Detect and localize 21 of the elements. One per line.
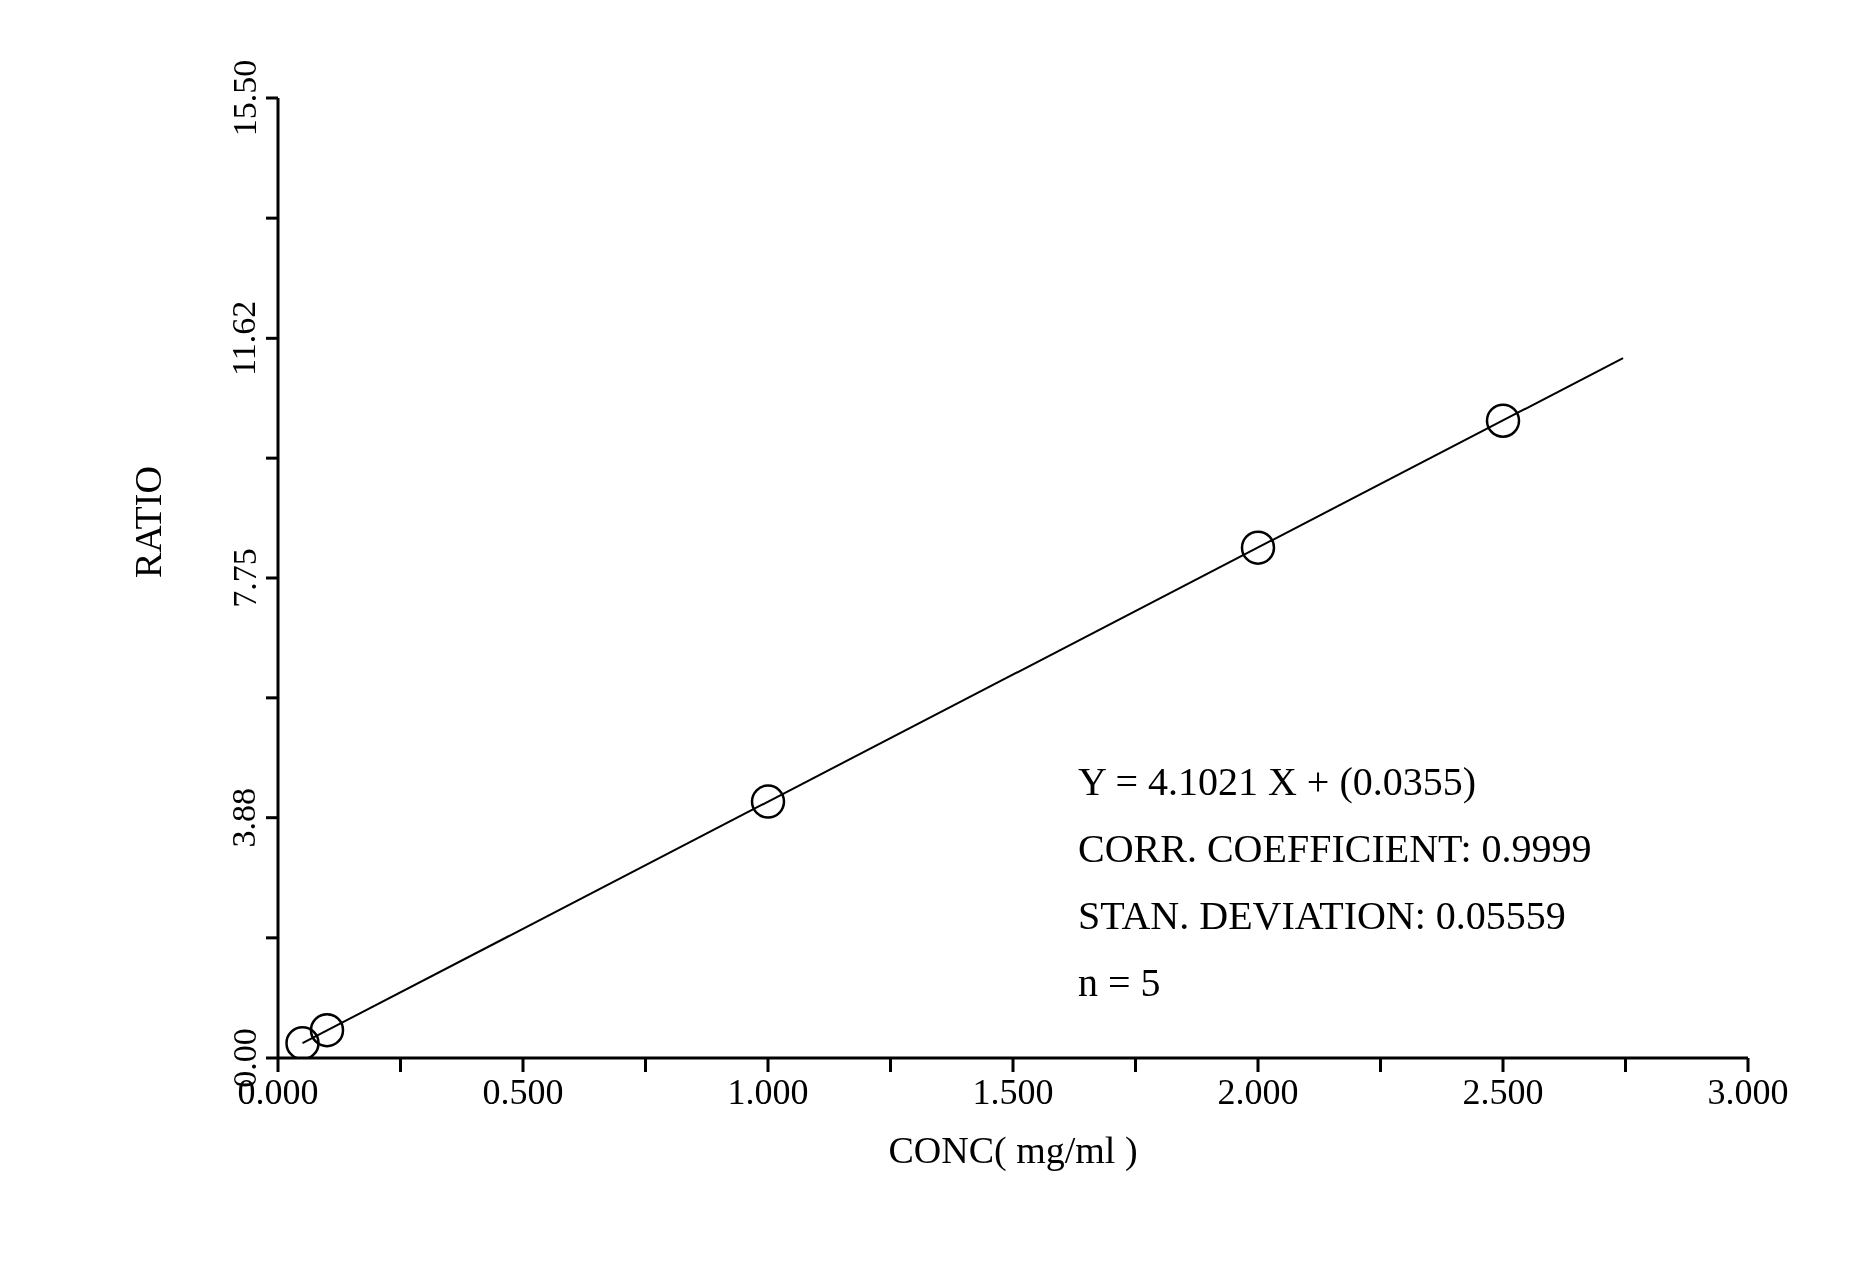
- x-tick-label: 1.000: [727, 1072, 809, 1112]
- point: [750, 784, 786, 819]
- x-tick-label: 1.500: [972, 1072, 1054, 1112]
- annotation: CORR. COEFFICIENT: 0.9999: [1078, 825, 1592, 873]
- y-tick-label: 15.50: [225, 59, 263, 137]
- annotation: STAN. DEVIATION: 0.05559: [1078, 892, 1567, 940]
- point: [1240, 530, 1276, 565]
- point: [285, 1025, 320, 1058]
- annotation: n = 5: [1078, 959, 1162, 1007]
- annotation: Y = 4.1021 X + (0.0355): [1078, 758, 1478, 806]
- x-axis-title: CONC( mg/ml ): [888, 1129, 1138, 1172]
- point: [1485, 403, 1521, 438]
- y-tick-label: 3.88: [225, 787, 263, 848]
- x-tick-label: 3.000: [1707, 1072, 1789, 1112]
- y-axis-title: RATIO: [127, 466, 170, 578]
- x-tick-label: 0.500: [482, 1072, 564, 1112]
- x-tick-label: 2.000: [1217, 1072, 1299, 1112]
- y-tick-label: 11.62: [225, 300, 263, 376]
- x-tick-label: 2.500: [1462, 1072, 1544, 1112]
- point: [309, 1012, 345, 1048]
- y-tick-label: 7.75: [225, 548, 263, 608]
